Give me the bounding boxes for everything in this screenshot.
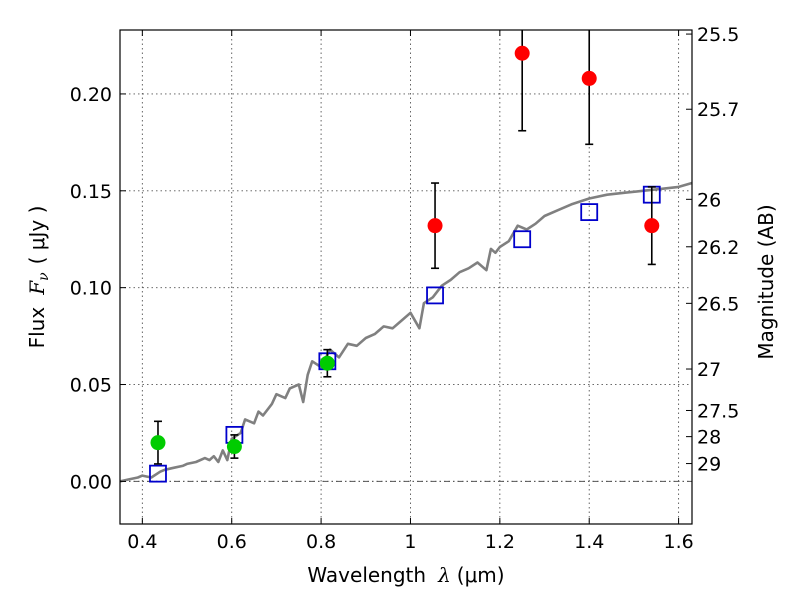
nir-detection-point <box>581 70 597 86</box>
data-markers <box>149 30 661 483</box>
x-tick-label: 1 <box>404 531 416 553</box>
y2-tick-label: 25.7 <box>697 99 739 121</box>
y2-axis-title: Magnitude (AB) <box>754 204 778 359</box>
y2-tick-label: 25.5 <box>697 24 739 46</box>
x-tick-label: 1.4 <box>574 531 604 553</box>
model-photometry-square <box>580 203 599 222</box>
y-tick-label: 0.00 <box>70 471 112 493</box>
axis-ticks: 0.4 0.6 0.8 1 1.2 1.4 1.6 0.00 0.05 0.10 0.15 0.20 2… <box>70 24 740 553</box>
optical-detection-point <box>150 435 166 451</box>
nir-detection-point <box>644 218 660 234</box>
optical-detection-point <box>319 355 335 371</box>
nir-detection-point <box>427 218 443 234</box>
nir-detection-point <box>514 45 530 61</box>
plot-frame <box>119 29 693 525</box>
x-tick-label: 1.6 <box>663 531 693 553</box>
y2-tick-label: 28 <box>697 427 721 449</box>
y2-tick-label: 29 <box>697 454 721 476</box>
x-axis-title: Wavelength λ (μm) <box>307 563 504 587</box>
y2-tick-label: 26 <box>697 189 721 211</box>
model-photometry-square <box>149 464 167 483</box>
y-tick-label: 0.05 <box>70 375 112 397</box>
model-spectrum <box>119 181 693 483</box>
x-tick-label: 1.2 <box>485 531 515 553</box>
model-photometry-square <box>426 286 444 305</box>
y2-tick-label: 26.2 <box>697 237 739 259</box>
y-tick-label: 0.10 <box>70 278 112 300</box>
y-tick-label: 0.20 <box>70 84 112 106</box>
y2-tick-label: 27 <box>697 359 721 381</box>
model-photometry-square <box>513 230 532 249</box>
grid <box>120 30 692 524</box>
y2-tick-label: 27.5 <box>697 400 739 422</box>
y-tick-label: 0.15 <box>70 181 112 203</box>
x-tick-label: 0.4 <box>127 531 157 553</box>
y-axis-title: FluxFν( μJy ) <box>25 206 52 349</box>
x-tick-label: 0.6 <box>217 531 247 553</box>
spectrum-line <box>119 181 693 483</box>
y2-tick-label: 26.5 <box>697 293 739 315</box>
optical-detection-point <box>226 439 242 455</box>
x-tick-label: 0.8 <box>306 531 336 553</box>
